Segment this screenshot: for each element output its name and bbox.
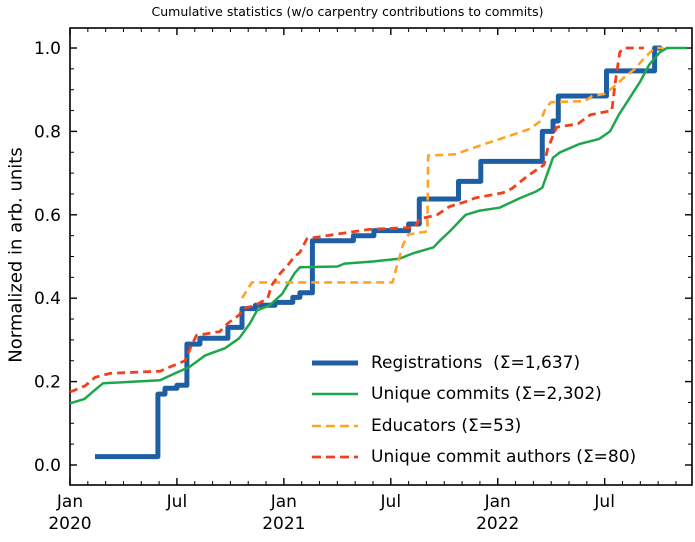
legend-swatch-unique-commit-authors [312,455,358,459]
x-tick-year-label: 2022 [476,514,519,534]
series-unique-commits-line [69,46,687,405]
y-tick-label: 0.2 [34,373,61,393]
x-tick-label: Jan [484,492,511,512]
x-tick-label: Jul [593,492,615,512]
y-tick-label: 0.4 [34,289,61,309]
chart-title: Cumulative statistics (w/o carpentry con… [151,4,544,19]
axes-spines [69,27,693,486]
series-unique-commit-authors-line [69,46,644,394]
x-tick-year-label: 2020 [48,514,91,534]
y-axis-label: Normalized in arb. units [5,147,27,363]
x-tick-label: Jan [56,492,83,512]
legend-item-unique-commits: Unique commits (Σ=2,302) [312,379,636,411]
y-tick-label: 0.8 [34,122,61,142]
legend-label-unique-commit-authors: Unique commit authors (Σ=80) [371,447,637,468]
legend-swatch-unique-commits [312,393,358,396]
legend-item-registrations: Registrations (Σ=1,637) [312,347,636,379]
legend-label-registrations: Registrations (Σ=1,637) [371,352,581,373]
legend-label-educators: Educators (Σ=53) [371,415,522,436]
legend-item-unique-commit-authors: Unique commit authors (Σ=80) [312,442,636,474]
series-educators-line [240,46,664,299]
x-tick-label: Jul [380,492,402,512]
x-tick-label: Jan [270,492,297,512]
legend-item-educators: Educators (Σ=53) [312,410,636,442]
y-tick-label: 1.0 [34,39,61,59]
y-tick-label: 0.0 [34,456,61,476]
y-tick-label: 0.6 [34,206,61,226]
x-tick-year-label: 2021 [262,514,305,534]
legend-label-unique-commits: Unique commits (Σ=2,302) [371,384,602,405]
x-tick-label: Jul [166,492,188,512]
legend-swatch-educators [312,424,358,428]
legend: Registrations (Σ=1,637) Unique commits (Σ… [312,347,636,473]
legend-swatch-registrations [312,360,358,366]
